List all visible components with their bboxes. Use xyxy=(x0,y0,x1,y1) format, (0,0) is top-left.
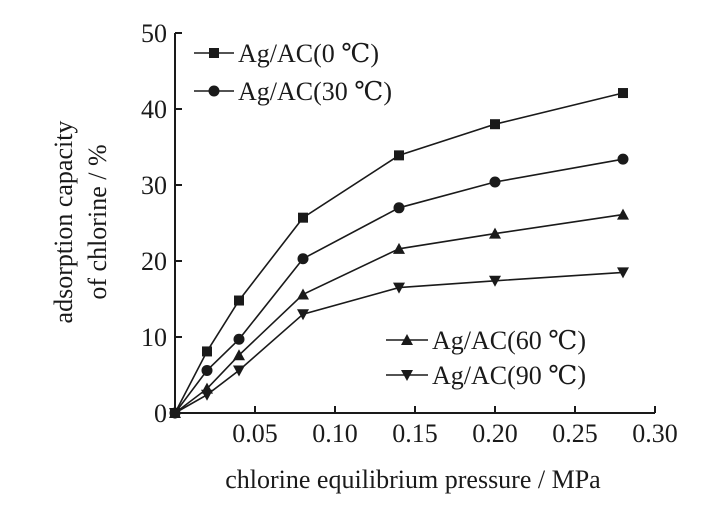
data-point xyxy=(201,389,213,401)
series-2 xyxy=(169,153,629,419)
y-tick-label: 40 xyxy=(141,95,167,124)
data-point xyxy=(233,333,245,345)
x-tick-label: 0.30 xyxy=(632,419,678,448)
data-point xyxy=(298,212,308,223)
data-point xyxy=(490,119,500,130)
data-point xyxy=(202,346,212,357)
series-4 xyxy=(169,267,629,419)
x-tick-label: 0.20 xyxy=(472,419,518,448)
data-point xyxy=(489,227,501,239)
data-point xyxy=(393,202,405,214)
y-axis-title-line-2: of chlorine / % xyxy=(83,144,112,299)
legend-label-60c: Ag/AC(60 ℃) xyxy=(432,326,586,355)
data-point xyxy=(201,364,213,376)
data-point xyxy=(618,88,628,99)
data-point xyxy=(617,208,629,220)
data-point xyxy=(393,282,405,294)
data-point xyxy=(393,242,405,254)
series-layer xyxy=(169,88,629,419)
x-axis-title: chlorine equilibrium pressure / MPa xyxy=(225,465,601,494)
legend-label-30c: Ag/AC(30 ℃) xyxy=(238,77,392,106)
data-point xyxy=(233,365,245,377)
y-tick-label: 0 xyxy=(154,399,167,428)
legend-top: Ag/AC(0 ℃) Ag/AC(30 ℃) xyxy=(194,39,392,106)
y-axis-ticks: 0 10 20 30 40 50 xyxy=(141,19,182,428)
data-point xyxy=(233,349,245,361)
data-point xyxy=(489,176,501,188)
y-tick-label: 10 xyxy=(141,323,167,352)
y-tick-label: 50 xyxy=(141,19,167,48)
data-point xyxy=(297,288,309,300)
x-tick-label: 0.15 xyxy=(392,419,438,448)
x-tick-label: 0.10 xyxy=(312,419,358,448)
data-point xyxy=(297,253,309,265)
y-tick-label: 30 xyxy=(141,171,167,200)
series-3 xyxy=(169,208,629,418)
x-tick-label: 0.05 xyxy=(232,419,278,448)
y-tick-label: 20 xyxy=(141,247,167,276)
y-axis-title-line-1: adsorption capacity xyxy=(49,121,78,324)
x-axis-ticks: 0.05 0.10 0.15 0.20 0.25 0.30 xyxy=(232,406,678,448)
data-point xyxy=(169,408,181,419)
x-tick-label: 0.25 xyxy=(552,419,598,448)
data-point xyxy=(489,275,501,287)
data-point xyxy=(297,309,309,321)
legend-bottom: Ag/AC(60 ℃) Ag/AC(90 ℃) xyxy=(386,326,586,390)
y-axis-title: adsorption capacity of chlorine / % xyxy=(49,121,112,324)
data-point xyxy=(617,153,629,165)
legend-marker-circle xyxy=(208,85,220,97)
legend-label-0c: Ag/AC(0 ℃) xyxy=(238,39,379,68)
legend-marker-triangle-up xyxy=(401,334,413,345)
data-point xyxy=(394,150,404,161)
legend-label-90c: Ag/AC(90 ℃) xyxy=(432,361,586,390)
legend-marker-triangle-down xyxy=(401,370,413,381)
data-point xyxy=(234,295,244,306)
legend-marker-square xyxy=(209,48,219,58)
data-point xyxy=(617,267,629,279)
